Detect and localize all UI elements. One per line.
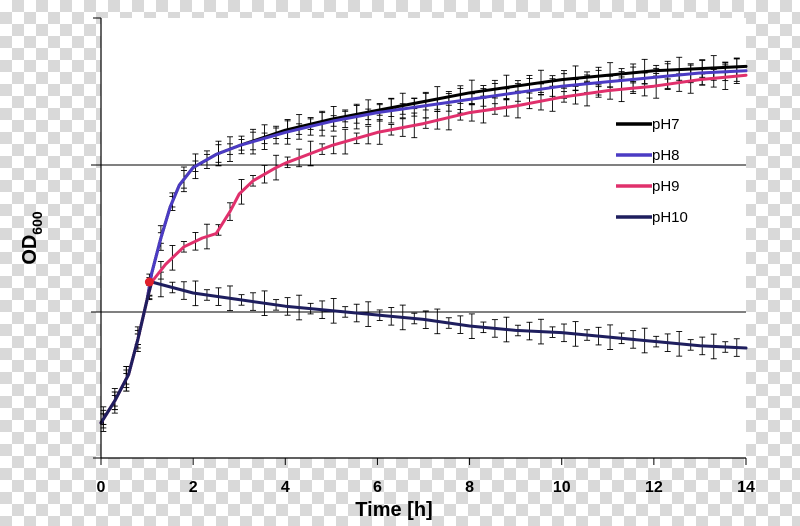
x-tick-label-14: 14 — [737, 479, 755, 496]
x-ticks: 0 2 4 6 8 10 12 14 — [97, 458, 755, 496]
legend-label-pH9: pH9 — [652, 178, 680, 195]
x-tick-label-2: 2 — [189, 479, 198, 496]
y-axis-title: OD600 — [19, 211, 45, 265]
x-tick-label-8: 8 — [465, 479, 474, 496]
x-axis-title: Time [h] — [355, 499, 432, 521]
x-tick-label-12: 12 — [645, 479, 663, 496]
series-line-pH10 — [99, 280, 748, 425]
legend-label-pH10: pH10 — [652, 209, 688, 226]
y-axis-title-main: OD — [19, 235, 41, 265]
y-axis-title-sub: 600 — [29, 211, 45, 235]
plot-area — [101, 18, 746, 458]
x-tick-label-4: 4 — [281, 479, 290, 496]
series-lines — [99, 64, 748, 425]
axes — [93, 17, 746, 459]
x-tick-label-0: 0 — [97, 479, 106, 496]
legend-label-pH8: pH8 — [652, 147, 680, 164]
x-tick-label-6: 6 — [373, 479, 382, 496]
svg-text:OD600: OD600 — [19, 211, 45, 265]
legend: pH7 pH8 pH9 pH10 — [616, 116, 688, 226]
divergence-marker — [144, 277, 154, 287]
x-tick-label-10: 10 — [553, 479, 571, 496]
legend-label-pH7: pH7 — [652, 116, 680, 133]
